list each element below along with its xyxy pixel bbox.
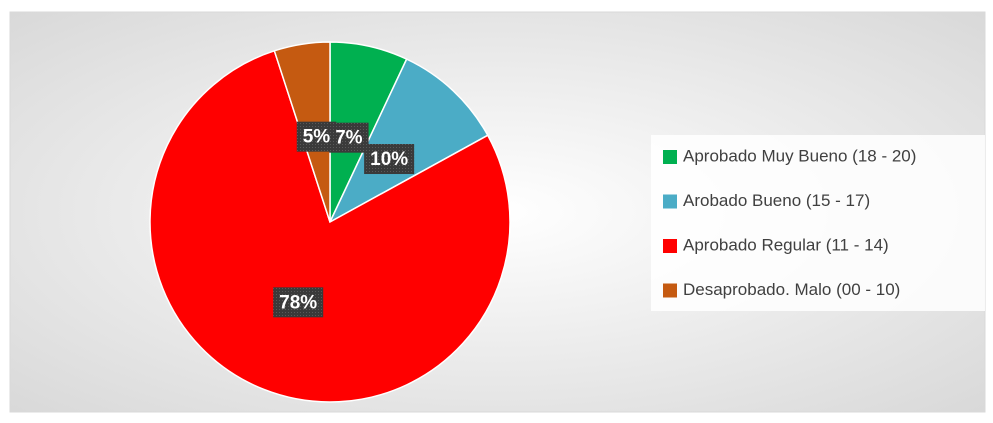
value-label-group: 5% — [296, 121, 337, 152]
legend-swatch — [663, 239, 677, 253]
legend-text: Aprobado Regular (11 - 14) — [683, 235, 889, 254]
value-label: 10% — [370, 149, 408, 170]
value-label-group: 78% — [273, 287, 324, 318]
legend-box — [651, 135, 985, 311]
legend-swatch — [663, 150, 677, 164]
value-label: 5% — [303, 127, 331, 148]
legend-text: Arobado Bueno (15 - 17) — [683, 191, 870, 210]
value-label: 78% — [279, 292, 317, 313]
legend-swatch — [663, 194, 677, 209]
legend-swatch — [663, 283, 677, 298]
pie-slice — [328, 58, 489, 224]
value-label-group: 10% — [364, 144, 415, 175]
value-label-box — [364, 144, 415, 175]
value-label: 7% — [335, 128, 363, 149]
legend-text: Aprobado Muy Bueno (18 - 20) — [683, 146, 916, 165]
value-label-box — [296, 121, 337, 152]
value-label-box — [273, 287, 324, 318]
pie-slice — [149, 49, 511, 403]
legend-text: Desaprobado. Malo (00 - 10) — [683, 280, 900, 299]
